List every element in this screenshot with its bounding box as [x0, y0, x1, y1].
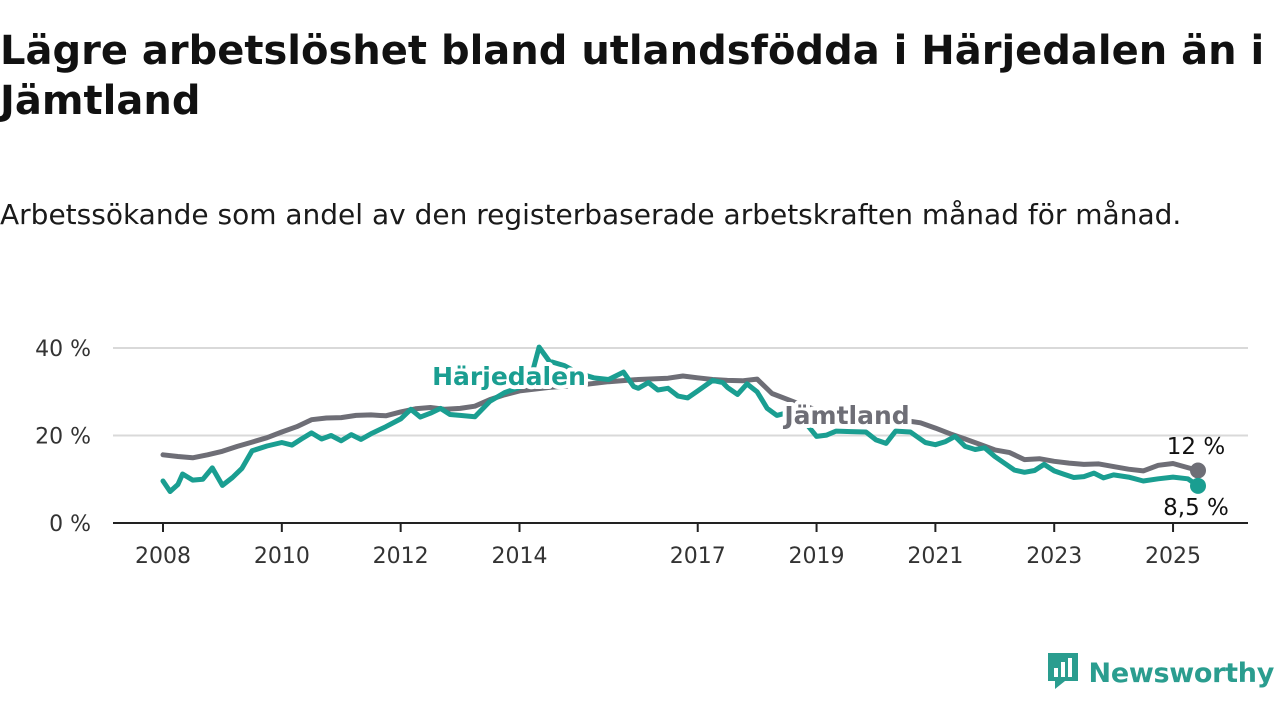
- y-axis-ticks: 0 % 20 % 40 %: [35, 337, 91, 537]
- harjedalen-label: Härjedalen: [432, 362, 586, 391]
- y-tick-label: 0 %: [49, 512, 91, 537]
- x-tick-label: 2019: [789, 544, 845, 569]
- x-tick-label: 2023: [1026, 544, 1082, 569]
- logo-bar-3: [1067, 658, 1072, 677]
- jamtland-label: Jämtland: [782, 401, 909, 430]
- brand-name: Newsworthy: [1088, 657, 1275, 689]
- chart-title: Lägre arbetslöshet bland utlandsfödda i …: [0, 28, 1265, 124]
- jamtland-end-dot: [1190, 462, 1206, 479]
- harjedalen-line: [160, 344, 1201, 494]
- harjedalen-label-halo: Härjedalen: [432, 362, 586, 391]
- x-tick-label: 2021: [907, 544, 963, 569]
- y-tick-label: 20 %: [35, 425, 91, 450]
- jamtland-label-halo: Jämtland: [782, 401, 909, 430]
- newsworthy-logo-icon: [1045, 650, 1081, 696]
- grid-lines: [113, 347, 1248, 437]
- x-tick-label: 2014: [491, 544, 547, 569]
- x-tick-label: 2008: [135, 544, 191, 569]
- harjedalen-end-dot: [1190, 477, 1206, 494]
- y-tick-label: 40 %: [35, 337, 91, 362]
- x-tick-label: 2017: [670, 544, 726, 569]
- x-axis: 2008 2010 2012 2014 2017 2019 2021 2023 2025: [113, 522, 1248, 569]
- series-lines: [160, 344, 1206, 494]
- chart-subtitle: Arbetssökande som andel av den registerb…: [0, 198, 1182, 231]
- line-chart: 0 % 20 % 40 % 2008 2010 2012 2014 2017 2019 2021…: [35, 337, 1248, 569]
- jamtland-line: [160, 373, 1201, 474]
- x-tick-label: 2025: [1145, 544, 1201, 569]
- x-tick-label: 2012: [373, 544, 429, 569]
- newsworthy-brand: Newsworthy: [1045, 650, 1274, 696]
- harjedalen-end-label: 8,5 %: [1163, 495, 1229, 521]
- logo-bar-2: [1060, 662, 1065, 677]
- x-tick-label: 2010: [254, 544, 310, 569]
- logo-bar-1: [1053, 668, 1058, 677]
- jamtland-end-label: 12 %: [1167, 434, 1225, 460]
